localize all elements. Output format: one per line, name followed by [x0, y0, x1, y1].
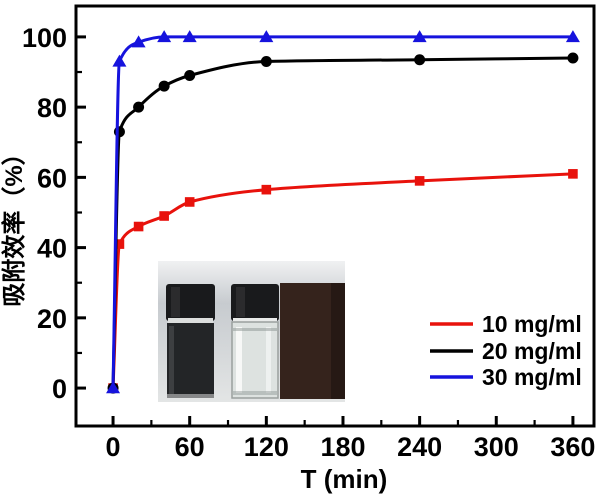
marker-square — [568, 169, 578, 179]
marker-square — [184, 197, 195, 207]
data-series — [106, 30, 580, 394]
y-tick-label: 100 — [22, 23, 67, 53]
marker-circle — [184, 70, 196, 82]
x-tick-label: 240 — [397, 432, 442, 462]
marker-square — [159, 211, 169, 221]
marker-triangle — [131, 35, 146, 48]
marker-triangle — [565, 30, 580, 43]
vial-clear-body-highlight-left — [236, 327, 242, 393]
y-tick-label: 0 — [52, 374, 67, 404]
axes: 0 60 120 180 240 300 360 0 20 40 60 80 100 — [22, 4, 596, 462]
marker-square — [133, 221, 144, 232]
inset-photo — [158, 261, 345, 402]
marker-circle — [260, 55, 272, 67]
marker-circle — [158, 80, 170, 92]
x-tick-label: 120 — [244, 432, 289, 462]
x-tick-label: 180 — [320, 432, 365, 462]
marker-triangle — [157, 30, 172, 43]
marker-circle — [133, 101, 145, 113]
vial-dark — [166, 284, 215, 398]
plot-frame — [74, 4, 596, 428]
marker-square — [114, 239, 125, 249]
y-tick-label: 40 — [37, 234, 67, 264]
legend-label: 10 mg/ml — [482, 311, 582, 337]
y-axis-title: 吸附效率（%） — [0, 141, 28, 306]
y-tick-label: 20 — [37, 304, 67, 334]
marker-square — [261, 184, 272, 195]
marker-square — [414, 176, 425, 186]
y-tick-label: 80 — [37, 93, 67, 123]
marker-circle — [113, 126, 125, 138]
marker-triangle — [259, 30, 274, 43]
vial-dark-neck-ring — [168, 318, 213, 325]
vial-clear-neck-ring — [233, 318, 277, 324]
vial-dark-liquid — [167, 323, 214, 398]
marker-circle — [414, 54, 426, 66]
series-10-mg-ml — [108, 169, 578, 393]
marker-triangle — [182, 30, 197, 43]
y-tick-label: 60 — [37, 163, 67, 193]
vial-clear — [231, 284, 279, 399]
vial-clear-body-highlight-right — [266, 327, 271, 393]
vial-clear-waterline — [233, 328, 277, 331]
x-tick-label: 360 — [550, 432, 595, 462]
marker-triangle — [112, 54, 127, 67]
vial-dark-body-highlight — [169, 326, 174, 394]
vial-clear-bottom-rim — [233, 391, 277, 395]
sponge-block-shade — [331, 283, 345, 399]
legend-item-10-mg-ml: 10 mg/ml — [430, 311, 582, 337]
legend-label: 30 mg/ml — [482, 364, 582, 390]
x-tick-label: 0 — [106, 432, 121, 462]
vial-dark-cap-highlight — [171, 287, 180, 317]
marker-triangle — [412, 30, 427, 43]
x-tick-label: 300 — [474, 432, 519, 462]
series-30-mg-ml — [106, 30, 580, 394]
vial-dark-cap — [166, 284, 215, 321]
x-tick-label: 60 — [175, 432, 205, 462]
x-axis-title: T (min) — [301, 464, 388, 494]
legend-item-20-mg-ml: 20 mg/ml — [430, 338, 582, 364]
vial-dark-bottom-rim — [167, 394, 214, 398]
marker-circle — [567, 52, 579, 64]
legend-label: 20 mg/ml — [482, 338, 582, 364]
sponge-block — [280, 283, 345, 399]
marker-triangle — [106, 381, 121, 394]
vial-clear-cap-highlight — [236, 287, 245, 317]
legend-item-30-mg-ml: 30 mg/ml — [430, 364, 582, 390]
vial-clear-cap — [231, 284, 279, 321]
